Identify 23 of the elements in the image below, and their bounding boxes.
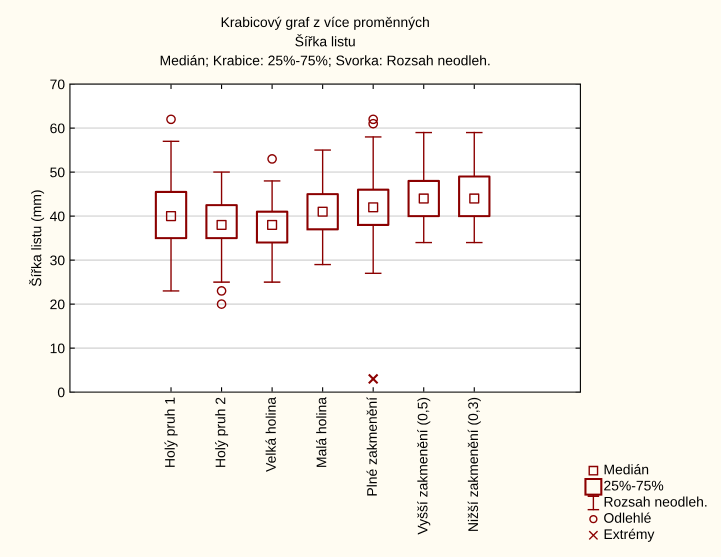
y-tick-label: 50 — [50, 167, 65, 178]
text: Odlehlé — [604, 512, 651, 523]
chart-subtitle: Šířka listu Medián; Krabice: 25%-75%; Svorka: Rozsah neodleh. — [160, 34, 490, 68]
legend-label: Extrémy — [604, 528, 654, 542]
y-tick-label: 20 — [50, 299, 65, 310]
text: Rozsah neodleh. — [604, 496, 706, 507]
x-tick-label: Nižší zakmenění (0,3) — [468, 398, 481, 531]
chart-title: Krabicový graf z více proměnných — [222, 16, 429, 30]
text: Medián — [604, 464, 648, 474]
y-axis-title: Šířka listu (mm) — [29, 190, 44, 286]
x-tick-label: Holý pruh 2 — [215, 398, 228, 467]
y-tick-label: 40 — [50, 211, 65, 222]
x-tick-label: Holý pruh 1 — [164, 398, 178, 467]
y-tick-label: 10 — [50, 343, 65, 354]
y-tick-label: 30 — [50, 255, 65, 266]
x-tick-label: Vyšší zakmenění (0,5) — [417, 398, 430, 535]
y-tick-label: 0 — [58, 387, 65, 398]
x-tick-label: Plné zakmenění — [366, 397, 377, 496]
x-tick-label: Velká holina — [265, 396, 276, 472]
legend-label: 25%-75% — [604, 480, 664, 491]
y-tick-label: 70 — [50, 79, 65, 90]
x-tick-label: Malá holina — [316, 396, 326, 467]
y-tick-label: 60 — [50, 123, 65, 134]
